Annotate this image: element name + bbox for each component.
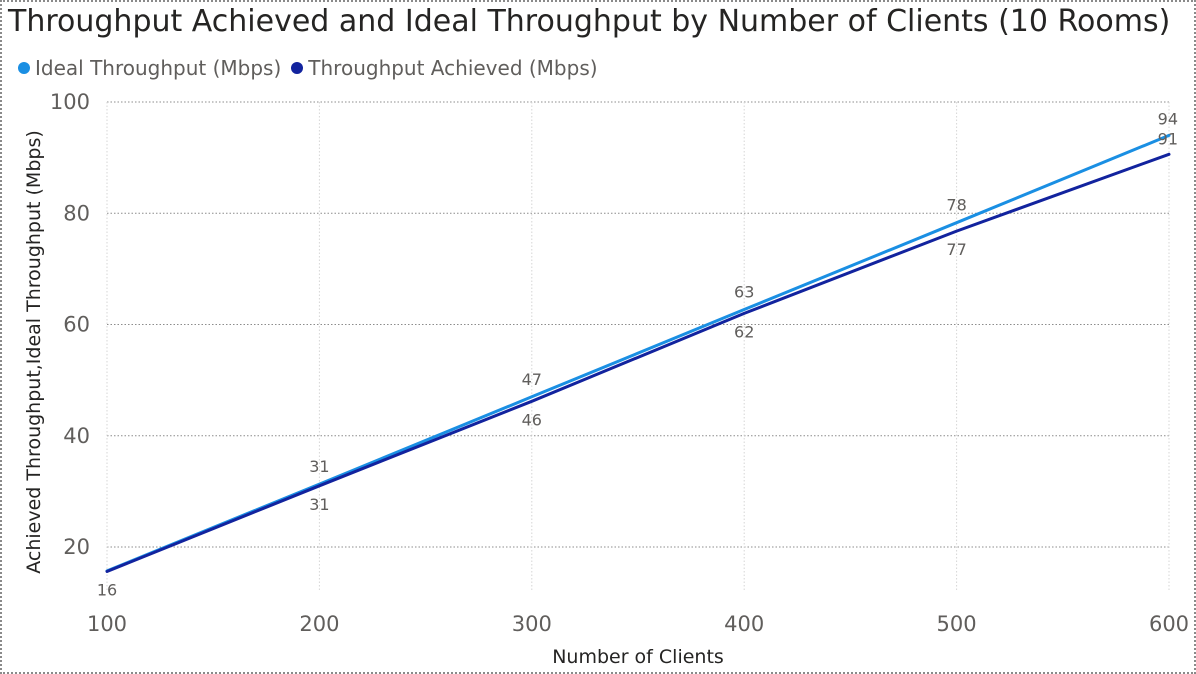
data-label-achieved-200: 31 [309, 495, 329, 514]
data-labels: 31 47 63 78 94 16 31 46 62 77 91 [97, 109, 1178, 599]
series-line-achieved [105, 152, 1171, 573]
data-label-ideal-500: 78 [946, 196, 966, 215]
data-label-ideal-400: 63 [734, 282, 754, 301]
x-tick-200: 200 [299, 612, 339, 636]
x-tick-500: 500 [937, 612, 977, 636]
series-lines [105, 133, 1171, 573]
y-tick-60: 60 [63, 313, 90, 337]
legend-label-achieved: Throughput Achieved (Mbps) [308, 56, 598, 80]
data-label-ideal-200: 31 [309, 457, 329, 476]
y-tick-100: 100 [50, 90, 90, 114]
y-tick-80: 80 [63, 201, 90, 225]
chart-legend: Ideal Throughput (Mbps) Throughput Achie… [18, 56, 608, 80]
x-axis-ticks: 100 200 300 400 500 600 [87, 612, 1189, 636]
x-tick-600: 600 [1149, 612, 1189, 636]
y-tick-40: 40 [63, 424, 90, 448]
data-label-ideal-300: 47 [522, 370, 542, 389]
x-tick-300: 300 [512, 612, 552, 636]
x-tick-400: 400 [724, 612, 764, 636]
legend-dot-ideal [18, 62, 30, 74]
x-tick-100: 100 [87, 612, 127, 636]
y-axis-ticks: 20 40 60 80 100 [50, 90, 90, 559]
chart-title: Throughput Achieved and Ideal Throughput… [8, 4, 1171, 39]
data-label-achieved-600: 91 [1158, 129, 1178, 148]
data-label-achieved-300: 46 [522, 410, 542, 429]
y-tick-20: 20 [63, 535, 90, 559]
x-axis-title: Number of Clients [552, 646, 724, 668]
data-label-achieved-100: 16 [97, 580, 117, 599]
legend-item-ideal[interactable]: Ideal Throughput (Mbps) [18, 56, 281, 80]
legend-label-ideal: Ideal Throughput (Mbps) [35, 56, 282, 80]
legend-dot-achieved [291, 62, 304, 74]
data-label-achieved-400: 62 [734, 322, 754, 341]
gridlines [106, 101, 1170, 592]
legend-item-achieved[interactable]: Throughput Achieved (Mbps) [291, 56, 598, 80]
y-axis-title: Achieved Throughput,Ideal Throughput (Mb… [23, 130, 45, 574]
data-label-ideal-600: 94 [1158, 109, 1178, 128]
data-label-achieved-500: 77 [946, 240, 966, 259]
series-line-ideal [105, 133, 1171, 573]
